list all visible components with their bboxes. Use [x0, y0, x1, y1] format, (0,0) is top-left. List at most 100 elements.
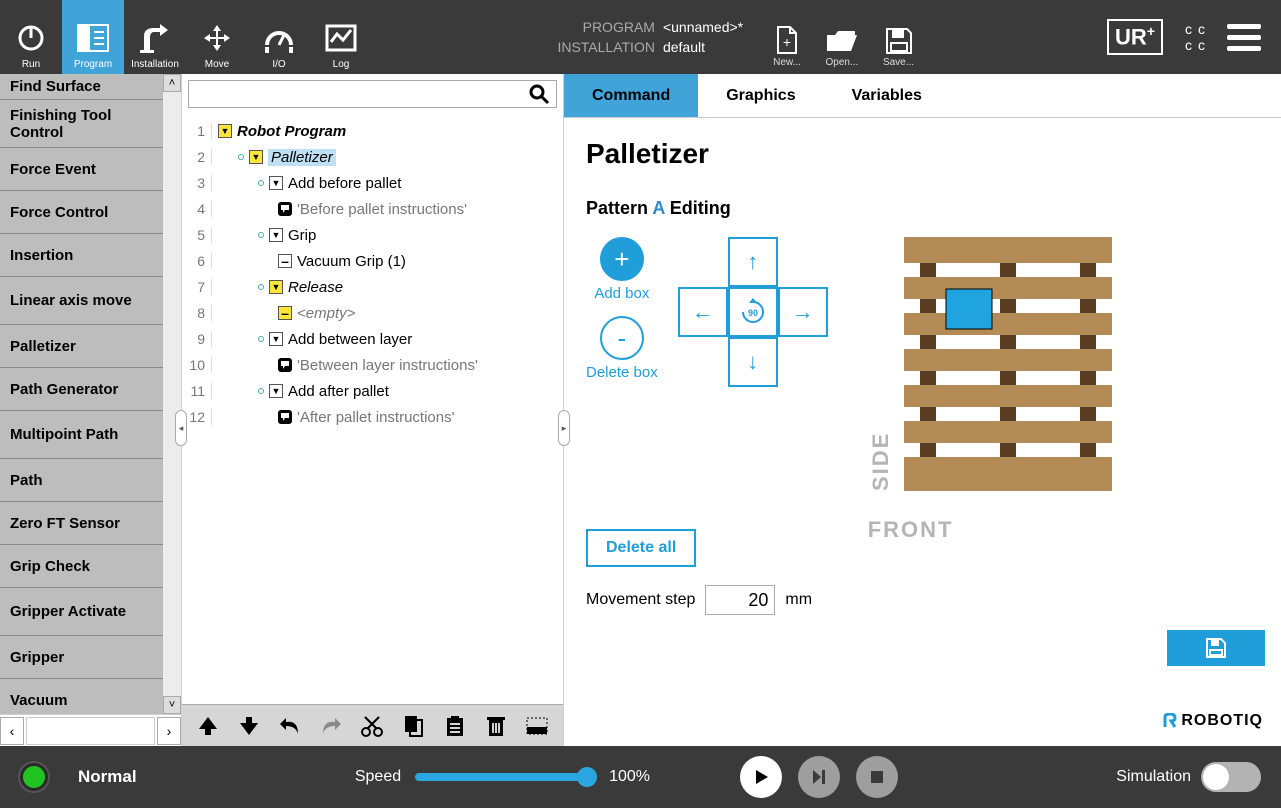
sidebar-scrollbar[interactable]: ˄ ˅ [163, 74, 181, 714]
save-button[interactable]: Save... [883, 27, 914, 68]
sidebar-item[interactable]: Linear axis move [0, 277, 163, 325]
copy-icon[interactable] [400, 712, 427, 740]
tab-log-label: Log [333, 59, 350, 70]
pattern-title: Pattern A Editing [586, 198, 1259, 219]
cc-indicator: cc cc [1185, 21, 1205, 53]
tree-toolbar [182, 704, 563, 746]
tab-graphics[interactable]: Graphics [698, 74, 823, 117]
search-input[interactable] [189, 82, 522, 106]
sidebar-item[interactable]: Gripper [0, 636, 163, 679]
svg-text:90: 90 [748, 308, 758, 318]
tab-variables[interactable]: Variables [824, 74, 950, 117]
tab-io-label: I/O [272, 59, 285, 70]
open-button[interactable]: Open... [825, 29, 859, 68]
sidebar-item[interactable]: Find Surface [0, 74, 163, 100]
tree-row[interactable]: 9▼Add between layer [182, 326, 563, 352]
arrow-up-icon[interactable]: ↑ [728, 237, 778, 287]
tree-row[interactable]: 4'Before pallet instructions' [182, 196, 563, 222]
sidebar-item[interactable]: Multipoint Path [0, 411, 163, 459]
undo-icon[interactable] [276, 712, 303, 740]
movement-step-label: Movement step [586, 591, 695, 609]
sidebar-item[interactable]: Force Control [0, 191, 163, 234]
tab-io[interactable]: I/O [248, 0, 310, 74]
tab-installation[interactable]: Installation [124, 0, 186, 74]
search-icon[interactable] [522, 83, 556, 105]
sidebar-item[interactable]: Grip Check [0, 545, 163, 588]
status-indicator[interactable] [20, 763, 48, 791]
delete-all-button[interactable]: Delete all [586, 529, 696, 567]
simulation-toggle[interactable] [1201, 762, 1261, 792]
tab-program[interactable]: Program [62, 0, 124, 74]
redo-icon[interactable] [318, 712, 345, 740]
tree-row[interactable]: 5▼Grip [182, 222, 563, 248]
suppress-icon[interactable] [524, 712, 551, 740]
collapse-left-icon[interactable]: ◂ [175, 410, 187, 446]
movement-step-input[interactable] [705, 585, 775, 615]
sidebar-item[interactable]: Palletizer [0, 325, 163, 368]
sidebar-item[interactable]: Path Generator [0, 368, 163, 411]
right-panel: Command Graphics Variables Palletizer Pa… [564, 74, 1281, 746]
save-icon [1205, 637, 1227, 659]
sidebar-item[interactable]: Gripper Activate [0, 588, 163, 636]
stop-button[interactable] [856, 756, 898, 798]
scroll-up-icon[interactable]: ˄ [163, 74, 181, 92]
tab-program-label: Program [74, 59, 112, 70]
add-box-label: Add box [594, 285, 649, 302]
add-box-button[interactable]: + [600, 237, 644, 281]
speed-value: 100% [609, 768, 650, 786]
movement-step-row: Movement step mm [586, 585, 1259, 615]
step-button[interactable] [798, 756, 840, 798]
sidebar-item[interactable]: Path [0, 459, 163, 502]
move-down-icon[interactable] [235, 712, 262, 740]
tree-row[interactable]: 2▼Palletizer [182, 144, 563, 170]
tree-row[interactable]: 3▼Add before pallet [182, 170, 563, 196]
tree-row[interactable]: 10'Between layer instructions' [182, 352, 563, 378]
arrow-right-icon[interactable]: → [778, 287, 828, 337]
add-remove-column: + Add box - Delete box [586, 237, 658, 391]
tab-log[interactable]: Log [310, 0, 372, 74]
header-titles: PROGRAM<unnamed>* INSTALLATIONdefault [545, 0, 773, 74]
tab-installation-label: Installation [131, 59, 179, 70]
program-value: <unnamed>* [663, 17, 743, 37]
save-pattern-button[interactable] [1167, 630, 1265, 666]
sidebar-item[interactable]: Vacuum [0, 679, 163, 714]
tab-move[interactable]: Move [186, 0, 248, 74]
side-label: SIDE [868, 237, 894, 491]
arrow-down-icon[interactable]: ↓ [728, 337, 778, 387]
tree-row[interactable]: 1▼Robot Program [182, 118, 563, 144]
sidebar-item[interactable]: Zero FT Sensor [0, 502, 163, 545]
tree-row[interactable]: 7▼Release [182, 274, 563, 300]
rotate-icon[interactable]: 90 [728, 287, 778, 337]
tab-command[interactable]: Command [564, 74, 698, 117]
delete-icon[interactable] [483, 712, 510, 740]
menu-icon[interactable] [1227, 24, 1261, 51]
tab-run-label: Run [22, 59, 40, 70]
sidebar-item[interactable]: Insertion [0, 234, 163, 277]
sidebar-prev-icon[interactable]: ‹ [0, 717, 24, 745]
pallet-diagram[interactable] [904, 237, 1112, 491]
tree-search-row [182, 74, 563, 114]
move-up-icon[interactable] [194, 712, 221, 740]
sidebar-item[interactable]: Force Event [0, 148, 163, 191]
urplus-icon[interactable]: UR+ [1107, 19, 1163, 54]
scroll-down-icon[interactable]: ˅ [163, 696, 181, 714]
cut-icon[interactable] [359, 712, 386, 740]
sidebar-item[interactable]: Finishing Tool Control [0, 100, 163, 148]
paste-icon[interactable] [441, 712, 468, 740]
right-tabs: Command Graphics Variables [564, 74, 1281, 118]
tree-row[interactable]: 11▼Add after pallet [182, 378, 563, 404]
program-key: PROGRAM [545, 17, 655, 37]
tab-run[interactable]: Run [0, 0, 62, 74]
speed-slider[interactable] [415, 773, 595, 781]
arrow-left-icon[interactable]: ← [678, 287, 728, 337]
tree-row[interactable]: 12'After pallet instructions' [182, 404, 563, 430]
new-button[interactable]: + New... [773, 25, 801, 68]
tree-row[interactable]: 8–<empty> [182, 300, 563, 326]
tree-body[interactable]: 1▼Robot Program2▼Palletizer3▼Add before … [182, 114, 563, 704]
play-button[interactable] [740, 756, 782, 798]
tree-row[interactable]: 6–Vacuum Grip (1) [182, 248, 563, 274]
delete-box-button[interactable]: - [600, 316, 644, 360]
sidebar-next-icon[interactable]: › [157, 717, 181, 745]
robotiq-logo: ROBOTIQ [1163, 712, 1263, 730]
front-label: FRONT [868, 517, 954, 543]
